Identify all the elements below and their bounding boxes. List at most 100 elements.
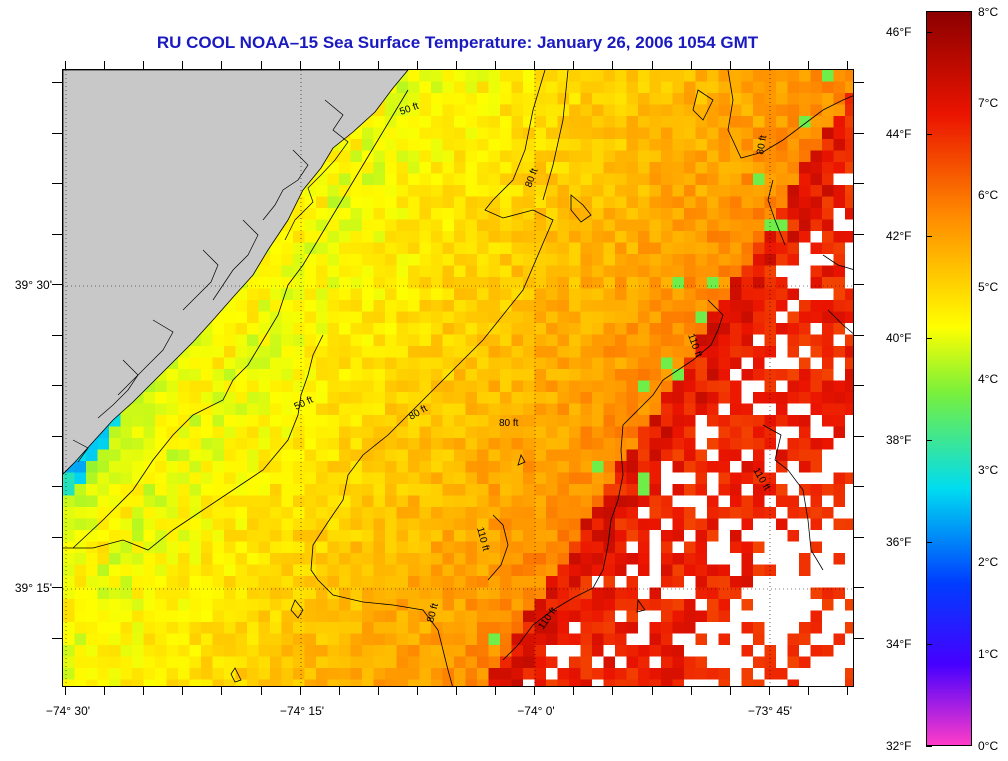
sst-pixel xyxy=(741,461,754,474)
sst-pixel xyxy=(339,415,352,428)
sst-pixel xyxy=(235,507,248,520)
sst-pixel xyxy=(557,369,570,382)
sst-pixel xyxy=(822,541,835,554)
sst-pixel xyxy=(695,507,708,520)
sst-pixel xyxy=(718,288,731,301)
sst-pixel xyxy=(764,668,777,681)
sst-pixel xyxy=(753,173,766,186)
sst-pixel xyxy=(201,334,214,347)
sst-pixel xyxy=(546,679,559,686)
sst-pixel xyxy=(638,576,651,589)
sst-pixel xyxy=(454,346,467,359)
sst-pixel xyxy=(201,472,214,485)
sst-pixel xyxy=(546,139,559,152)
sst-pixel xyxy=(97,518,110,531)
sst-pixel xyxy=(684,587,697,600)
sst-pixel xyxy=(431,392,444,405)
sst-pixel xyxy=(580,196,593,209)
sst-pixel xyxy=(373,622,386,635)
sst-pixel xyxy=(327,530,340,543)
sst-pixel xyxy=(419,507,432,520)
sst-pixel xyxy=(74,461,87,474)
sst-pixel xyxy=(97,472,110,485)
sst-pixel xyxy=(799,484,812,497)
sst-pixel xyxy=(477,518,490,531)
sst-pixel xyxy=(603,185,616,198)
axis-tick xyxy=(338,687,340,695)
sst-pixel xyxy=(385,564,398,577)
sst-pixel xyxy=(707,530,720,543)
sst-pixel xyxy=(235,495,248,508)
sst-pixel xyxy=(672,438,685,451)
sst-pixel xyxy=(86,668,99,681)
sst-pixel xyxy=(419,484,432,497)
sst-pixel xyxy=(695,461,708,474)
sst-pixel xyxy=(247,288,260,301)
sst-pixel xyxy=(787,139,800,152)
sst-pixel xyxy=(707,472,720,485)
sst-pixel xyxy=(350,426,363,439)
sst-pixel xyxy=(132,484,145,497)
sst-pixel xyxy=(787,541,800,554)
sst-pixel xyxy=(109,426,122,439)
sst-pixel xyxy=(362,484,375,497)
sst-pixel xyxy=(787,81,800,94)
sst-pixel xyxy=(97,576,110,589)
sst-pixel xyxy=(718,346,731,359)
sst-pixel xyxy=(833,645,846,658)
sst-pixel xyxy=(339,277,352,290)
sst-pixel xyxy=(500,346,513,359)
sst-pixel xyxy=(523,311,536,324)
sst-pixel xyxy=(638,610,651,623)
sst-pixel xyxy=(500,633,513,646)
sst-pixel xyxy=(419,553,432,566)
sst-pixel xyxy=(488,553,501,566)
sst-pixel xyxy=(270,438,283,451)
sst-pixel xyxy=(178,645,191,658)
sst-pixel xyxy=(373,300,386,313)
sst-pixel xyxy=(327,150,340,163)
sst-pixel xyxy=(649,116,662,129)
sst-pixel xyxy=(523,369,536,382)
sst-pixel xyxy=(304,656,317,669)
sst-pixel xyxy=(396,357,409,370)
sst-pixel xyxy=(350,254,363,267)
sst-pixel xyxy=(224,403,237,416)
sst-pixel xyxy=(776,449,789,462)
sst-pixel xyxy=(603,162,616,175)
sst-pixel xyxy=(270,633,283,646)
sst-pixel xyxy=(741,116,754,129)
sst-pixel xyxy=(718,679,731,686)
sst-pixel xyxy=(258,587,271,600)
sst-pixel xyxy=(327,173,340,186)
sst-pixel xyxy=(408,93,421,106)
sst-pixel xyxy=(408,587,421,600)
sst-pixel xyxy=(166,610,179,623)
sst-pixel xyxy=(764,518,777,531)
axis-tick xyxy=(65,687,66,695)
sst-pixel xyxy=(695,403,708,416)
sst-pixel xyxy=(684,449,697,462)
axis-tick xyxy=(651,61,653,69)
sst-pixel xyxy=(799,679,812,686)
sst-pixel xyxy=(488,196,501,209)
sst-pixel xyxy=(799,472,812,485)
sst-pixel xyxy=(638,116,651,129)
sst-pixel xyxy=(327,668,340,681)
sst-pixel xyxy=(293,219,306,232)
sst-pixel xyxy=(649,461,662,474)
sst-pixel xyxy=(523,495,536,508)
sst-pixel xyxy=(833,576,846,589)
sst-pixel xyxy=(764,231,777,244)
sst-pixel xyxy=(201,576,214,589)
sst-map-canvas: 50 ft 50 ft 80 ft 80 ft 80 ft 80 ft 110 … xyxy=(63,70,853,686)
sst-pixel xyxy=(534,323,547,336)
sst-pixel xyxy=(362,357,375,370)
sst-pixel xyxy=(580,576,593,589)
sst-pixel xyxy=(845,622,853,635)
sst-pixel xyxy=(396,185,409,198)
sst-pixel xyxy=(201,668,214,681)
sst-pixel xyxy=(155,426,168,439)
sst-pixel xyxy=(281,484,294,497)
sst-pixel xyxy=(580,461,593,474)
